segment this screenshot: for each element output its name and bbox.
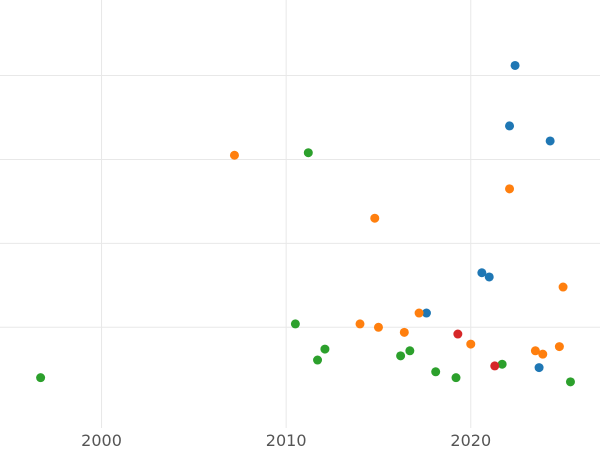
point-orange-5 (355, 319, 365, 329)
point-orange-11 (554, 342, 564, 352)
point-green-6 (431, 367, 441, 377)
point-green-4 (405, 346, 415, 356)
point-orange-3 (558, 282, 568, 292)
point-orange-0 (229, 150, 239, 160)
point-blue-4 (484, 272, 494, 282)
x-tick-label-2: 2020 (450, 431, 491, 450)
point-blue-1 (505, 121, 515, 131)
point-red-0 (453, 329, 463, 339)
point-green-1 (290, 319, 300, 329)
point-blue-2 (545, 136, 555, 146)
point-green-3 (313, 355, 323, 365)
point-green-7 (451, 373, 461, 383)
x-tick-label-1: 2010 (266, 431, 307, 450)
point-green-0 (303, 148, 313, 158)
y-gridlines (0, 75, 600, 328)
point-blue-3 (477, 268, 487, 278)
point-orange-6 (373, 322, 383, 332)
point-green-9 (565, 377, 575, 387)
point-orange-2 (370, 213, 380, 223)
point-green-8 (497, 359, 507, 369)
point-blue-5 (421, 308, 431, 318)
data-points (36, 60, 575, 387)
point-orange-9 (530, 346, 540, 356)
point-orange-7 (399, 327, 409, 337)
point-orange-4 (414, 308, 424, 318)
point-orange-1 (505, 184, 515, 194)
point-blue-0 (510, 60, 520, 70)
x-tick-label-0: 2000 (81, 431, 122, 450)
point-red-1 (490, 361, 500, 371)
x-gridlines (101, 0, 472, 428)
x-tick-labels: 2000 2010 2020 (81, 431, 491, 450)
point-blue-6 (534, 363, 544, 373)
point-green-5 (396, 351, 406, 361)
point-green-2 (320, 344, 330, 354)
point-orange-8 (466, 339, 476, 349)
point-orange-10 (538, 349, 548, 359)
point-green-10 (36, 373, 46, 383)
